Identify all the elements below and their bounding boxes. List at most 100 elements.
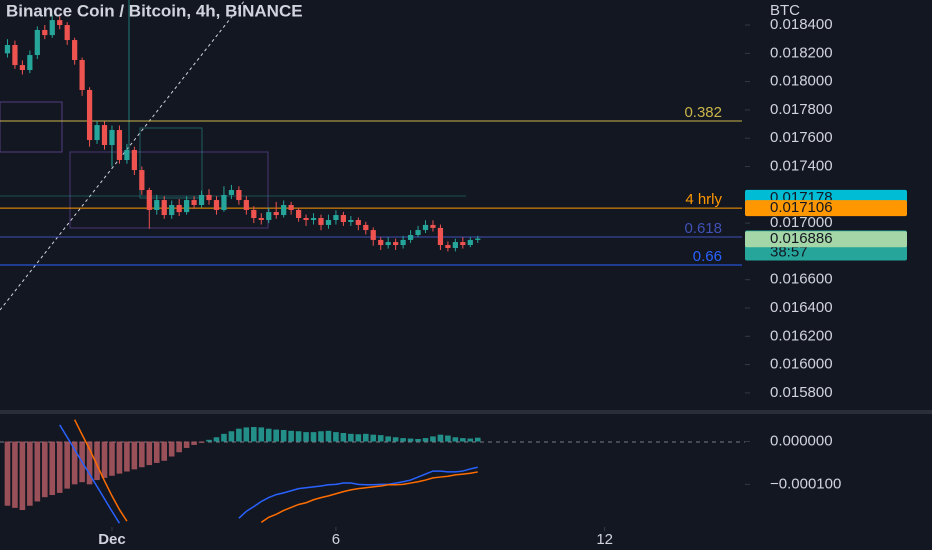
countdown-label: 38:57 <box>770 243 808 260</box>
candle-body <box>378 239 384 246</box>
candle-body <box>460 242 466 246</box>
axes: 0.018400 0.018200 0.018000 0.017800 0.017600… <box>98 16 907 548</box>
histogram-bar <box>437 434 444 442</box>
price-tag-label: 0.016886 <box>770 230 833 247</box>
price-pane: 0.382 4 hrly 0.618 0.66 <box>0 15 742 266</box>
price-tag <box>745 200 907 217</box>
histogram-bar <box>362 433 369 442</box>
candle-body <box>340 215 346 222</box>
histogram-bar <box>19 441 26 511</box>
candle-body <box>258 218 264 220</box>
histogram-bar <box>467 438 474 442</box>
candle-body <box>266 212 272 220</box>
candle-body <box>363 224 369 231</box>
candle-body <box>273 212 279 216</box>
candle-body <box>94 125 100 141</box>
candle-body <box>213 200 220 210</box>
histogram-bar <box>27 441 33 506</box>
histogram-bar <box>318 431 324 442</box>
y-tick-label: 0.000000 <box>770 433 833 450</box>
histogram-bar <box>355 434 362 442</box>
histogram-bar <box>183 441 190 448</box>
drawing-box <box>0 101 63 153</box>
histogram-bar <box>258 427 265 442</box>
histogram-bar <box>385 436 391 442</box>
candle-body <box>251 209 257 219</box>
y-tick-label: 0.016000 <box>770 356 833 373</box>
histogram-bar <box>12 441 18 508</box>
histogram-bar <box>333 432 339 442</box>
y-tick-label: 0.018200 <box>770 44 833 61</box>
candle-body <box>198 194 205 205</box>
histogram-bar <box>176 441 182 453</box>
candle-body <box>228 190 235 195</box>
histogram-bar <box>34 441 41 502</box>
y-tick-label: 0.015800 <box>770 384 833 401</box>
y-tick-label: 0.016600 <box>770 271 833 288</box>
histogram-bar <box>392 437 399 442</box>
candle-body <box>437 227 444 246</box>
histogram-bar <box>377 435 384 442</box>
candle-body <box>146 190 152 210</box>
histogram-bar <box>236 428 242 442</box>
histogram-bar <box>131 441 138 470</box>
histogram-bar <box>265 428 272 442</box>
candle-body <box>116 130 123 161</box>
histogram-bar <box>251 426 257 442</box>
histogram-bar <box>348 433 354 442</box>
y-tick-label: 0.016200 <box>770 327 833 344</box>
candle-body <box>348 219 354 222</box>
histogram-bar <box>460 438 466 442</box>
histogram-bar <box>422 438 429 442</box>
y-tick-label: 0.018400 <box>770 16 833 33</box>
macd-line <box>59 424 478 524</box>
histogram-bar <box>198 441 205 443</box>
candle-body <box>310 218 317 220</box>
candle-body <box>407 234 414 240</box>
histogram-bar <box>213 437 220 442</box>
histogram-bar <box>168 441 175 457</box>
candle-body <box>393 242 399 246</box>
candle-body <box>19 65 26 71</box>
histogram-bar <box>288 430 294 442</box>
histogram-bar <box>116 441 123 474</box>
histogram-bar <box>228 431 235 442</box>
histogram-bar <box>64 441 70 489</box>
candle-body <box>4 44 11 54</box>
candle-body <box>385 242 391 246</box>
candle-body <box>184 200 190 213</box>
y-tick-label: 0.017000 <box>770 214 833 231</box>
histogram-bar <box>407 438 414 442</box>
histogram-bar <box>295 431 302 442</box>
candle-body <box>295 209 302 219</box>
histogram-bar <box>474 437 481 442</box>
candle-body <box>101 125 108 146</box>
y-tick-label: 0.018000 <box>770 73 833 90</box>
histogram-bar <box>139 441 145 468</box>
candle-body <box>206 194 212 201</box>
candle-body <box>161 200 167 216</box>
histogram-bar <box>146 441 153 466</box>
candle-body <box>318 218 324 225</box>
histogram-bar <box>109 441 115 476</box>
x-tick-label: 12 <box>596 531 613 548</box>
y-tick-label: 0.016400 <box>770 299 833 316</box>
histogram-bar <box>4 441 11 506</box>
y-tick-label: −0.000100 <box>770 475 841 492</box>
y-tick-label: 0.017400 <box>770 157 833 174</box>
x-tick-label: Dec <box>98 531 126 548</box>
histogram-bar <box>400 438 406 442</box>
candle-body <box>288 205 294 210</box>
candle-body <box>303 218 309 220</box>
candle-body <box>131 149 137 171</box>
histogram-bar <box>221 433 227 442</box>
candle-body <box>86 89 93 141</box>
histogram-bar <box>303 432 309 442</box>
level-label: 0.66 <box>693 248 722 265</box>
candle-body <box>452 242 458 249</box>
y-axis-unit: BTC <box>770 2 800 19</box>
candle-body <box>355 219 361 225</box>
candle-body <box>12 44 18 66</box>
histogram-bar <box>445 435 451 442</box>
